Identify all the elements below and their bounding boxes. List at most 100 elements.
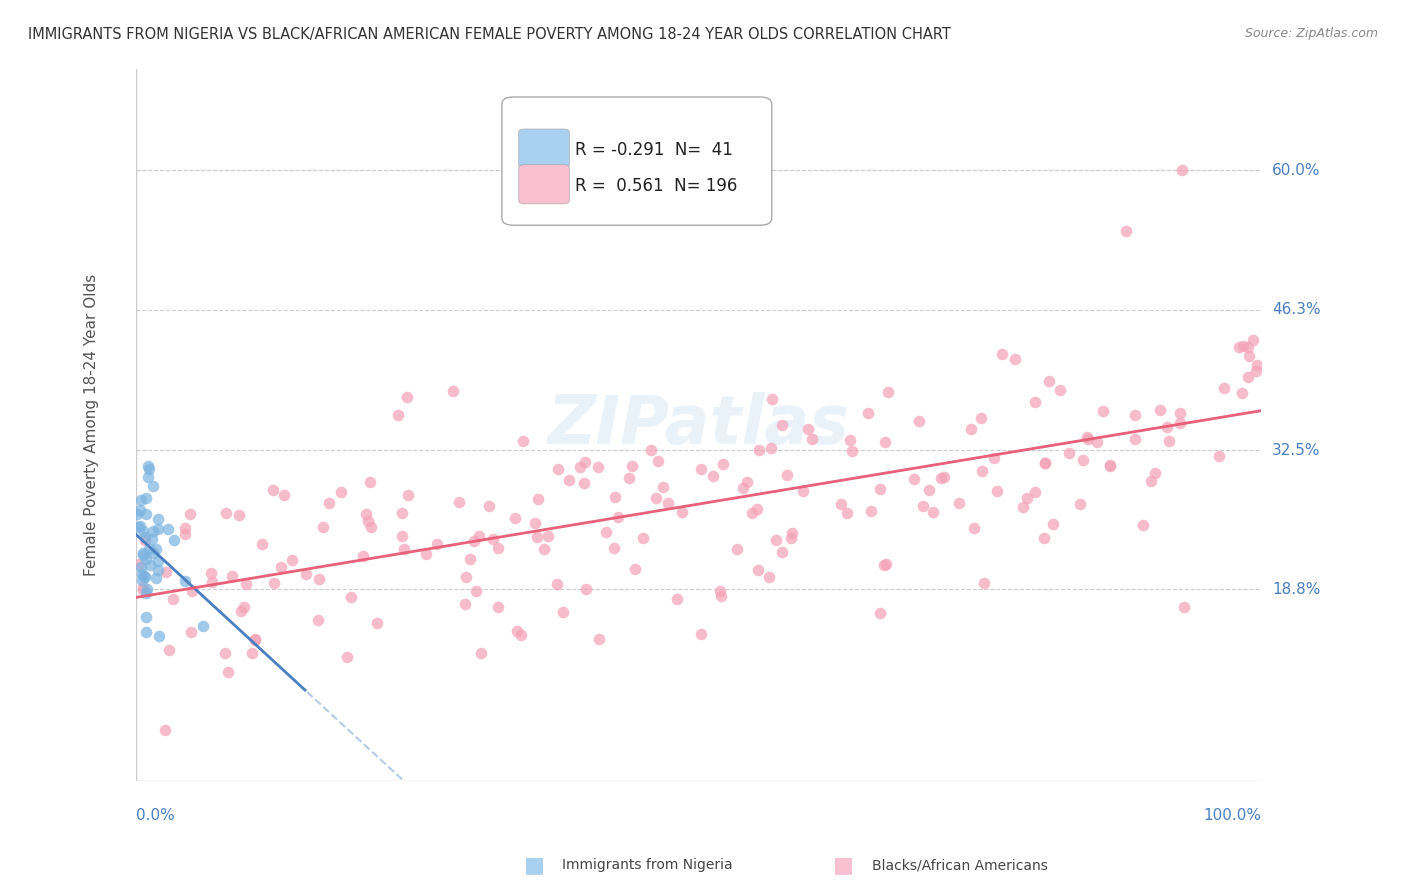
Point xyxy=(135,609,157,624)
Point xyxy=(312,520,335,534)
Point xyxy=(505,510,527,524)
Point xyxy=(1156,420,1178,434)
Point xyxy=(340,591,363,605)
Point xyxy=(568,460,591,475)
Point xyxy=(1091,404,1114,418)
Point xyxy=(281,553,304,567)
Point xyxy=(128,519,150,533)
Point xyxy=(463,533,485,548)
Point xyxy=(586,460,609,475)
Text: Blacks/African Americans: Blacks/African Americans xyxy=(872,858,1047,872)
Point xyxy=(1173,600,1195,615)
Point xyxy=(180,584,202,599)
Point xyxy=(318,496,340,510)
Point xyxy=(619,471,641,485)
Point xyxy=(506,624,529,639)
Text: ■: ■ xyxy=(834,855,853,875)
Point xyxy=(134,530,156,544)
Point xyxy=(1244,364,1267,378)
Point xyxy=(136,470,159,484)
Text: 18.8%: 18.8% xyxy=(1272,582,1320,597)
Point xyxy=(357,514,380,528)
Point xyxy=(221,568,243,582)
Point xyxy=(1139,474,1161,488)
Point xyxy=(970,464,993,478)
Point xyxy=(932,470,955,484)
Point xyxy=(486,541,509,556)
Point xyxy=(273,488,295,502)
Point xyxy=(454,569,477,583)
Point xyxy=(588,632,610,646)
Point xyxy=(741,506,763,520)
Point xyxy=(135,625,157,640)
Point xyxy=(748,443,770,458)
Point xyxy=(792,484,814,499)
Point xyxy=(908,414,931,428)
Point xyxy=(415,547,437,561)
Point xyxy=(470,646,492,660)
Point xyxy=(1213,380,1236,394)
Point xyxy=(155,565,177,579)
Point xyxy=(735,475,758,489)
Point xyxy=(533,542,555,557)
Point xyxy=(537,529,560,543)
Text: ZIPatlas: ZIPatlas xyxy=(548,392,849,458)
Text: IMMIGRANTS FROM NIGERIA VS BLACK/AFRICAN AMERICAN FEMALE POVERTY AMONG 18-24 YEA: IMMIGRANTS FROM NIGERIA VS BLACK/AFRICAN… xyxy=(28,27,950,42)
Point xyxy=(666,591,689,606)
Point xyxy=(551,605,574,619)
Point xyxy=(163,533,186,548)
Point xyxy=(1168,416,1191,430)
Point xyxy=(128,557,150,571)
Point xyxy=(132,524,155,538)
Point xyxy=(138,541,160,556)
Point xyxy=(425,537,447,551)
Point xyxy=(356,507,378,521)
Point xyxy=(1049,383,1071,397)
Point xyxy=(179,507,201,521)
Point xyxy=(624,562,647,576)
Point xyxy=(162,591,184,606)
Point xyxy=(145,542,167,557)
Point xyxy=(838,433,860,447)
Point xyxy=(157,523,180,537)
Point xyxy=(1159,434,1181,448)
Point xyxy=(391,507,413,521)
Point xyxy=(983,450,1005,465)
Point xyxy=(873,434,896,449)
Point xyxy=(308,572,330,586)
Point xyxy=(651,480,673,494)
Point xyxy=(250,537,273,551)
Point xyxy=(990,346,1012,360)
Point xyxy=(558,473,581,487)
Point xyxy=(157,643,180,657)
Point xyxy=(602,541,624,555)
Point xyxy=(759,442,782,456)
Point xyxy=(1076,430,1098,444)
Point xyxy=(526,530,548,544)
Point xyxy=(174,574,197,589)
Point xyxy=(387,408,409,422)
Point xyxy=(1024,485,1046,500)
Point xyxy=(690,627,713,641)
Text: ■: ■ xyxy=(524,855,544,875)
Point xyxy=(465,583,488,598)
Point xyxy=(148,630,170,644)
Point xyxy=(1033,456,1056,470)
Point xyxy=(644,491,666,505)
Point xyxy=(240,647,263,661)
Point xyxy=(1149,402,1171,417)
Point xyxy=(481,532,503,546)
Point xyxy=(262,483,284,497)
Point xyxy=(1241,333,1264,347)
Point xyxy=(963,520,986,534)
Point xyxy=(146,522,169,536)
Point xyxy=(1004,352,1026,367)
Point xyxy=(396,391,419,405)
Point xyxy=(214,506,236,520)
Point xyxy=(711,457,734,471)
Point xyxy=(394,541,416,556)
Point xyxy=(1132,517,1154,532)
Point xyxy=(733,481,755,495)
Point xyxy=(454,597,477,611)
Point xyxy=(1123,433,1146,447)
